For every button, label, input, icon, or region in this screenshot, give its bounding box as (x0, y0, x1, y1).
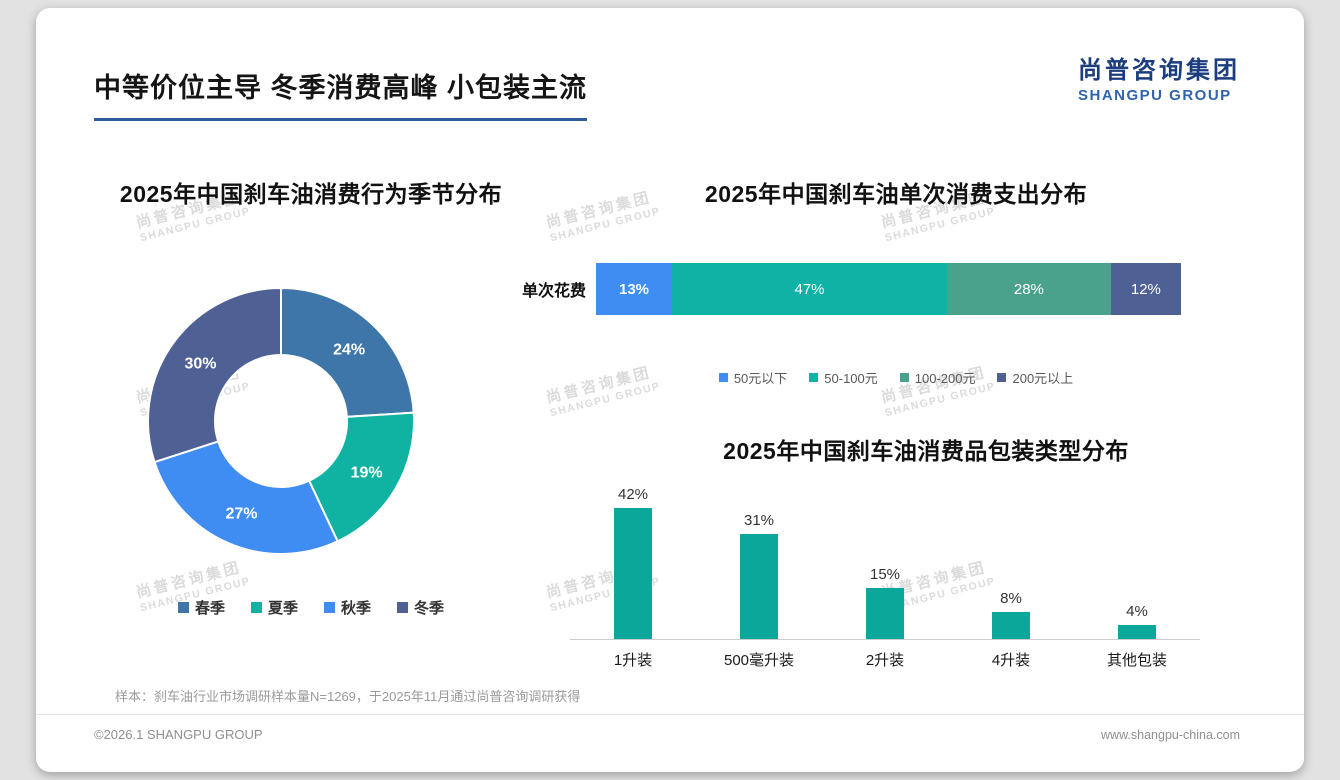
legend-label: 春季 (194, 600, 225, 617)
packaging-bar-chart: 42% 31% 15% 8% 4% 1升装 500毫升装 2升装 4升装 其他包装 (570, 486, 1200, 670)
stacked-legend: 50元以下 50-100元 100-200元 200元以上 (576, 368, 1216, 387)
footer-website: www.shangpu-china.com (1101, 728, 1240, 742)
legend-item: 200元以上 (997, 368, 1073, 387)
seasonal-donut-panel: 2025年中国刹车油消费行为季节分布 24% 19% 27% 30% 春季 夏季 秋季 冬季 (76, 175, 546, 618)
bar-rect (992, 612, 1030, 639)
legend-label: 100-200元 (914, 371, 976, 386)
legend-swatch (397, 602, 409, 613)
bars-plot-area: 42% 31% 15% 8% 4% (570, 486, 1200, 640)
logo: 尚普咨询集团 SHANGPU GROUP (1078, 50, 1240, 104)
footer-copyright: ©2026.1 SHANGPU GROUP (94, 727, 263, 742)
seasonal-donut-chart: 24% 19% 27% 30% (147, 286, 415, 555)
footer-divider (36, 714, 1304, 715)
legend-label: 冬季 (414, 600, 445, 617)
legend-label: 200元以上 (1012, 371, 1074, 386)
donut-value-label: 30% (184, 356, 216, 373)
bar-value-label: 31% (743, 512, 775, 529)
bar-rect (614, 508, 652, 639)
legend-swatch (250, 602, 262, 613)
bar-column-500毫升装: 31% (696, 486, 822, 639)
stacked-segment-50元以下: 13% (596, 263, 673, 315)
stacked-segment-50-100元: 47% (672, 263, 947, 315)
stacked-segment-100-200元: 28% (946, 263, 1111, 315)
legend-item: 50元以下 (718, 368, 788, 387)
legend-item: 秋季 (324, 597, 371, 618)
stacked-bar-row: 单次花费 13% 47% 28% 12% (496, 263, 1196, 315)
bar-category-label: 500毫升装 (723, 652, 795, 669)
legend-item: 冬季 (397, 597, 444, 618)
legend-swatch (899, 373, 909, 382)
legend-item: 夏季 (250, 597, 298, 618)
donut-legend: 春季 夏季 秋季 冬季 (76, 597, 546, 618)
bar-value-label: 15% (869, 566, 901, 583)
donut-chart-title: 2025年中国刹车油消费行为季节分布 (119, 181, 503, 207)
bar-rect (1118, 625, 1156, 639)
donut-value-label: 24% (333, 342, 365, 359)
logo-en: SHANGPU GROUP (1078, 87, 1232, 104)
legend-item: 春季 (177, 597, 225, 618)
donut-segment-夏季 (307, 411, 415, 543)
bar-column-1升装: 42% (570, 486, 696, 639)
bar-value-label: 8% (1000, 590, 1022, 607)
stacked-segment-200元以上: 12% (1110, 263, 1181, 315)
sample-footnote: 样本：刹车油行业市场调研样本量N=1269，于2025年11月通过尚普咨询调研获… (115, 689, 581, 704)
legend-label: 50元以下 (733, 371, 788, 386)
bar-category-label: 1升装 (613, 652, 653, 669)
donut-segment-冬季 (147, 286, 282, 464)
donut-value-label: 19% (351, 465, 383, 482)
legend-swatch (997, 373, 1007, 382)
bar-value-label: 42% (617, 486, 649, 503)
slide: 尚普咨询集团 SHANGPU GROUP 尚普咨询集团 SHANGPU GROUP 尚普… (36, 8, 1304, 772)
packaging-chart-title: 2025年中国刹车油消费品包装类型分布 (723, 438, 1129, 464)
stacked-row-label: 单次花费 (521, 283, 586, 300)
bar-category-label: 其他包装 (1106, 652, 1167, 669)
legend-item: 50-100元 (809, 368, 878, 387)
bar-column-2升装: 15% (822, 486, 948, 639)
spend-stacked-bar: 13% 47% 28% 12% (596, 263, 1181, 315)
stacked-chart-title: 2025年中国刹车油单次消费支出分布 (704, 181, 1088, 207)
bar-category-label: 2升装 (865, 652, 905, 669)
legend-swatch (809, 373, 819, 382)
donut-segment-秋季 (153, 440, 339, 555)
bar-column-4升装: 8% (948, 486, 1074, 639)
logo-cn: 尚普咨询集团 (1078, 57, 1240, 84)
bar-value-label: 4% (1126, 603, 1148, 620)
legend-swatch (324, 602, 335, 613)
legend-swatch (177, 602, 189, 613)
bar-category-label: 4升装 (991, 652, 1031, 669)
bar-rect (866, 588, 904, 639)
legend-swatch (718, 373, 728, 382)
legend-label: 秋季 (341, 600, 372, 617)
legend-label: 50-100元 (824, 371, 878, 386)
legend-item: 100-200元 (899, 368, 976, 387)
legend-label: 夏季 (267, 600, 298, 617)
donut-value-label: 27% (225, 505, 257, 522)
bar-rect (740, 534, 778, 639)
page-title: 中等价位主导 冬季消费高峰 小包装主流 (94, 66, 588, 121)
donut-segment-春季 (280, 286, 415, 418)
bars-category-axis: 1升装 500毫升装 2升装 4升装 其他包装 (570, 649, 1200, 670)
bar-column-其他包装: 4% (1074, 486, 1200, 639)
